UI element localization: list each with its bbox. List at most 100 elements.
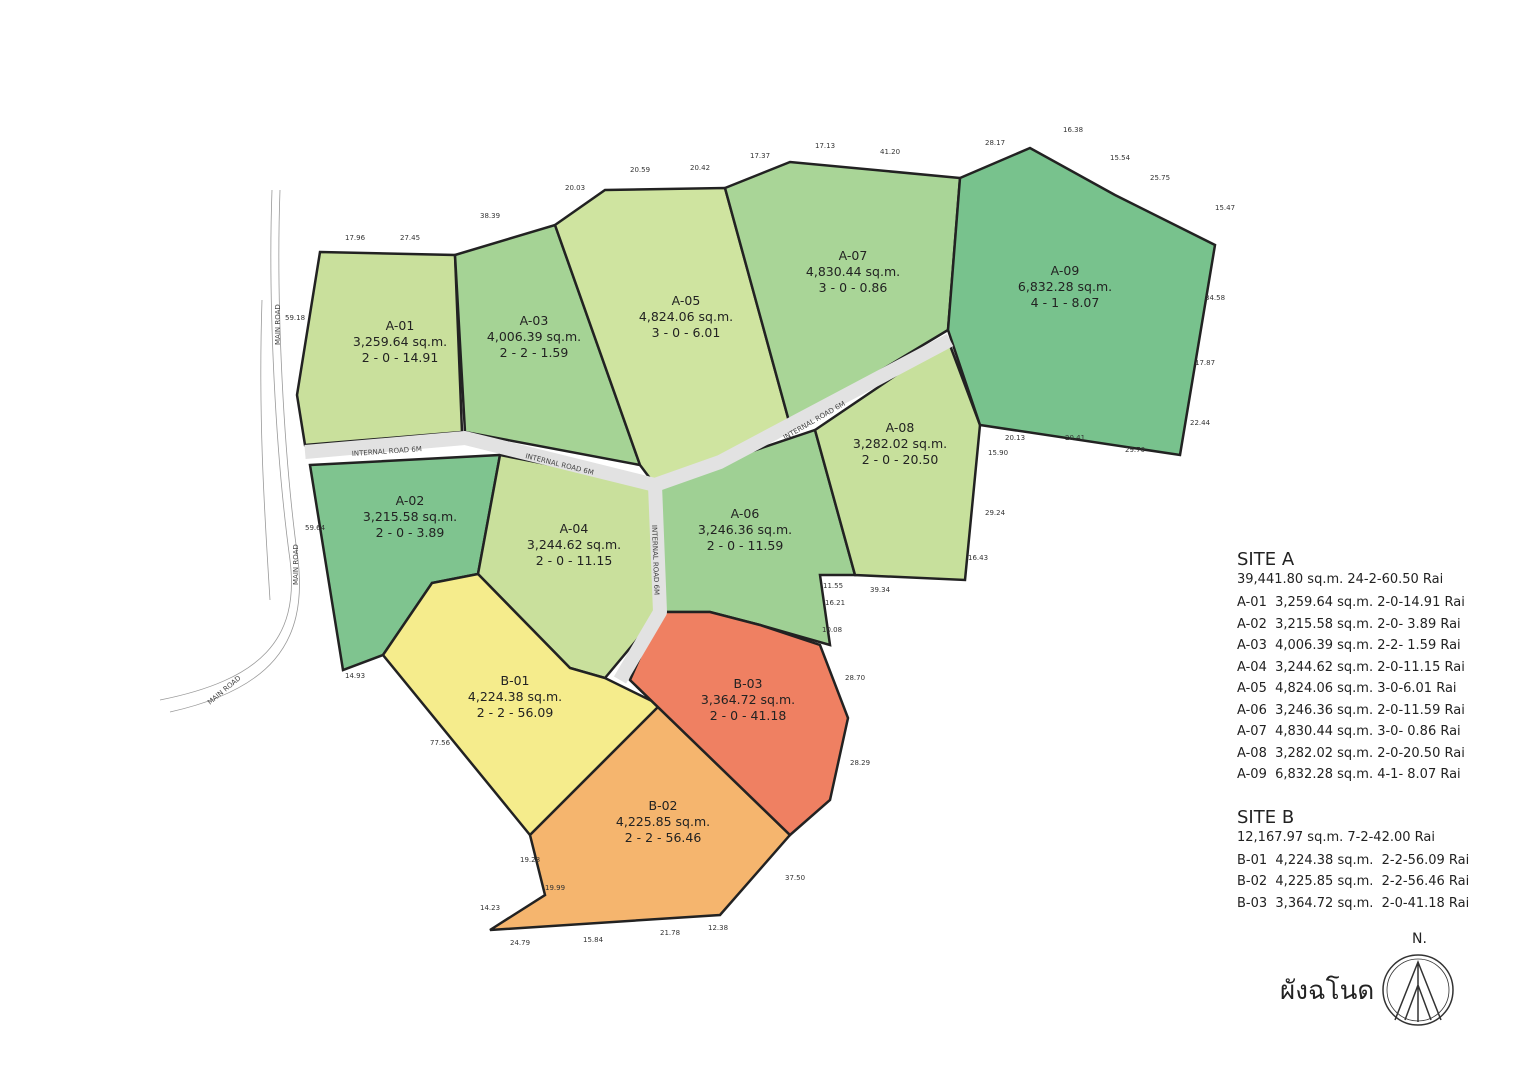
dimension-label: 28.17 — [985, 139, 1005, 147]
plot-label-rai: 2 - 2 - 1.59 — [500, 345, 569, 360]
dimension-label: 16.21 — [825, 599, 845, 607]
plot-label-area: 6,832.28 sq.m. — [1018, 279, 1112, 294]
legend-row: A-08 3,282.02 sq.m. 2-0-20.50 Rai — [1237, 745, 1465, 761]
dimension-label: 37.50 — [785, 874, 805, 882]
site-a-title: SITE A — [1237, 549, 1295, 570]
dimension-label: 28.70 — [845, 674, 865, 682]
legend-row: B-01 4,224.38 sq.m. 2-2-56.09 Rai — [1237, 852, 1470, 868]
site-b-total: 12,167.97 sq.m. 7-2-42.00 Rai — [1237, 829, 1435, 845]
plot-label-rai: 2 - 0 - 3.89 — [376, 525, 445, 540]
dimension-label: 15.90 — [988, 449, 1008, 457]
dimension-label: 29.24 — [985, 509, 1006, 517]
legend-row: A-09 6,832.28 sq.m. 4-1- 8.07 Rai — [1237, 767, 1461, 782]
dimension-label: 14.23 — [480, 904, 500, 912]
dimension-label: 16.43 — [968, 554, 988, 562]
legend-row: A-05 4,824.06 sq.m. 3-0-6.01 Rai — [1237, 681, 1457, 696]
plot-label-area: 4,824.06 sq.m. — [639, 309, 733, 324]
plot-label-rai: 2 - 2 - 56.09 — [477, 705, 554, 720]
plot-label-id: A-04 — [560, 521, 589, 536]
plot-label-area: 4,006.39 sq.m. — [487, 329, 581, 344]
dimension-label: 17.37 — [750, 152, 770, 160]
site-a-total: 39,441.80 sq.m. 24-2-60.50 Rai — [1237, 572, 1444, 587]
plot-label-id: A-03 — [520, 313, 549, 328]
road-label: INTERNAL ROAD 6M — [650, 525, 660, 595]
plot-a-09 — [946, 146, 1217, 457]
plot-label-rai: 2 - 0 - 14.91 — [362, 350, 439, 365]
dimension-label: 15.54 — [1110, 154, 1131, 162]
plot-label-rai: 4 - 1 - 8.07 — [1031, 295, 1100, 310]
dimension-label: 19.28 — [520, 856, 540, 864]
dimension-label: 15.84 — [583, 936, 604, 944]
plot-label-id: B-03 — [734, 676, 763, 691]
plot-label-area: 3,215.58 sq.m. — [363, 509, 457, 524]
plot-label-id: A-05 — [672, 293, 701, 308]
plan-title: ผังฉโนด — [1280, 976, 1375, 1006]
north-label: N. — [1412, 931, 1427, 947]
plot-label-rai: 3 - 0 - 0.86 — [819, 280, 888, 295]
dimension-label: 17.96 — [345, 234, 366, 242]
plot-label-id: A-09 — [1051, 263, 1080, 278]
dimension-label: 24.79 — [510, 939, 530, 947]
dimension-label: 39.34 — [870, 586, 891, 594]
dimension-label: 59.18 — [285, 314, 305, 322]
dimension-label: 77.56 — [430, 739, 451, 747]
road-label: MAIN ROAD — [292, 544, 300, 585]
plot-label-id: A-08 — [886, 420, 915, 435]
dimension-label: 27.45 — [400, 234, 420, 242]
legend-row: A-02 3,215.58 sq.m. 2-0- 3.89 Rai — [1237, 616, 1461, 632]
dimension-label: 11.55 — [823, 582, 843, 590]
legend-row: A-06 3,246.36 sq.m. 2-0-11.59 Rai — [1237, 702, 1465, 718]
plot-label-rai: 2 - 0 - 11.59 — [707, 538, 784, 553]
dimension-label: 22.44 — [1190, 419, 1211, 427]
dimension-label: 20.42 — [690, 164, 710, 172]
dimension-label: 16.38 — [1063, 126, 1083, 134]
legend-row: B-02 4,225.85 sq.m. 2-2-56.46 Rai — [1237, 874, 1470, 889]
plot-label-area: 4,224.38 sq.m. — [468, 689, 562, 704]
area-legend: SITE A 39,441.80 sq.m. 24-2-60.50 Rai A-… — [1237, 549, 1517, 917]
legend-row: B-03 3,364.72 sq.m. 2-0-41.18 Rai — [1237, 895, 1470, 911]
plot-label-area: 4,830.44 sq.m. — [806, 264, 900, 279]
dimension-label: 28.29 — [850, 759, 870, 767]
dimension-label: 10.08 — [822, 626, 842, 634]
site-b-title: SITE B — [1237, 806, 1295, 828]
dimension-label: 14.93 — [345, 672, 365, 680]
dimension-label: 19.99 — [545, 884, 565, 892]
dimension-label: 34.58 — [1205, 294, 1225, 302]
dimension-label: 29.70 — [1125, 446, 1145, 454]
dimension-label: 38.39 — [480, 212, 500, 220]
plot-label-area: 3,246.36 sq.m. — [698, 522, 792, 537]
plot-label-id: B-01 — [501, 673, 530, 688]
plot-label-id: A-02 — [396, 493, 425, 508]
legend-row: A-04 3,244.62 sq.m. 2-0-11.15 Rai — [1237, 659, 1465, 675]
road-label: MAIN ROAD — [206, 674, 242, 706]
plot-label-id: B-02 — [649, 798, 678, 813]
plot-label-id: A-07 — [839, 248, 868, 263]
plot-label-rai: 2 - 2 - 56.46 — [625, 830, 702, 845]
dimension-label: 17.87 — [1195, 359, 1215, 367]
plot-b-03 — [628, 610, 850, 837]
dimension-label: 25.75 — [1150, 174, 1170, 182]
dimension-label: 17.13 — [815, 142, 835, 150]
dimension-label: 15.47 — [1215, 204, 1235, 212]
plot-b-01 — [381, 572, 663, 837]
dimension-label: 20.13 — [1005, 434, 1025, 442]
plot-label-rai: 2 - 0 - 20.50 — [862, 452, 939, 467]
plot-label-area: 3,259.64 sq.m. — [353, 334, 447, 349]
dimension-label: 20.41 — [1065, 434, 1085, 442]
dimension-label: 41.20 — [880, 148, 900, 156]
dimension-label: 12.38 — [708, 924, 728, 932]
plot-label-rai: 2 - 0 - 11.15 — [536, 553, 613, 568]
plot-label-id: A-06 — [731, 506, 760, 521]
plot-label-rai: 2 - 0 - 41.18 — [710, 708, 787, 723]
legend-row: A-01 3,259.64 sq.m. 2-0-14.91 Rai — [1237, 595, 1465, 610]
road-label: MAIN ROAD — [274, 304, 282, 345]
dimension-label: 20.03 — [565, 184, 585, 192]
dimension-label: 59.64 — [305, 524, 326, 532]
north-arrow-icon — [1382, 954, 1454, 1026]
legend-row: A-03 4,006.39 sq.m. 2-2- 1.59 Rai — [1237, 638, 1461, 653]
legend-row: A-07 4,830.44 sq.m. 3-0- 0.86 Rai — [1237, 724, 1461, 739]
dimension-label: 21.78 — [660, 929, 680, 937]
plot-label-rai: 3 - 0 - 6.01 — [652, 325, 721, 340]
main-road — [159, 189, 300, 713]
